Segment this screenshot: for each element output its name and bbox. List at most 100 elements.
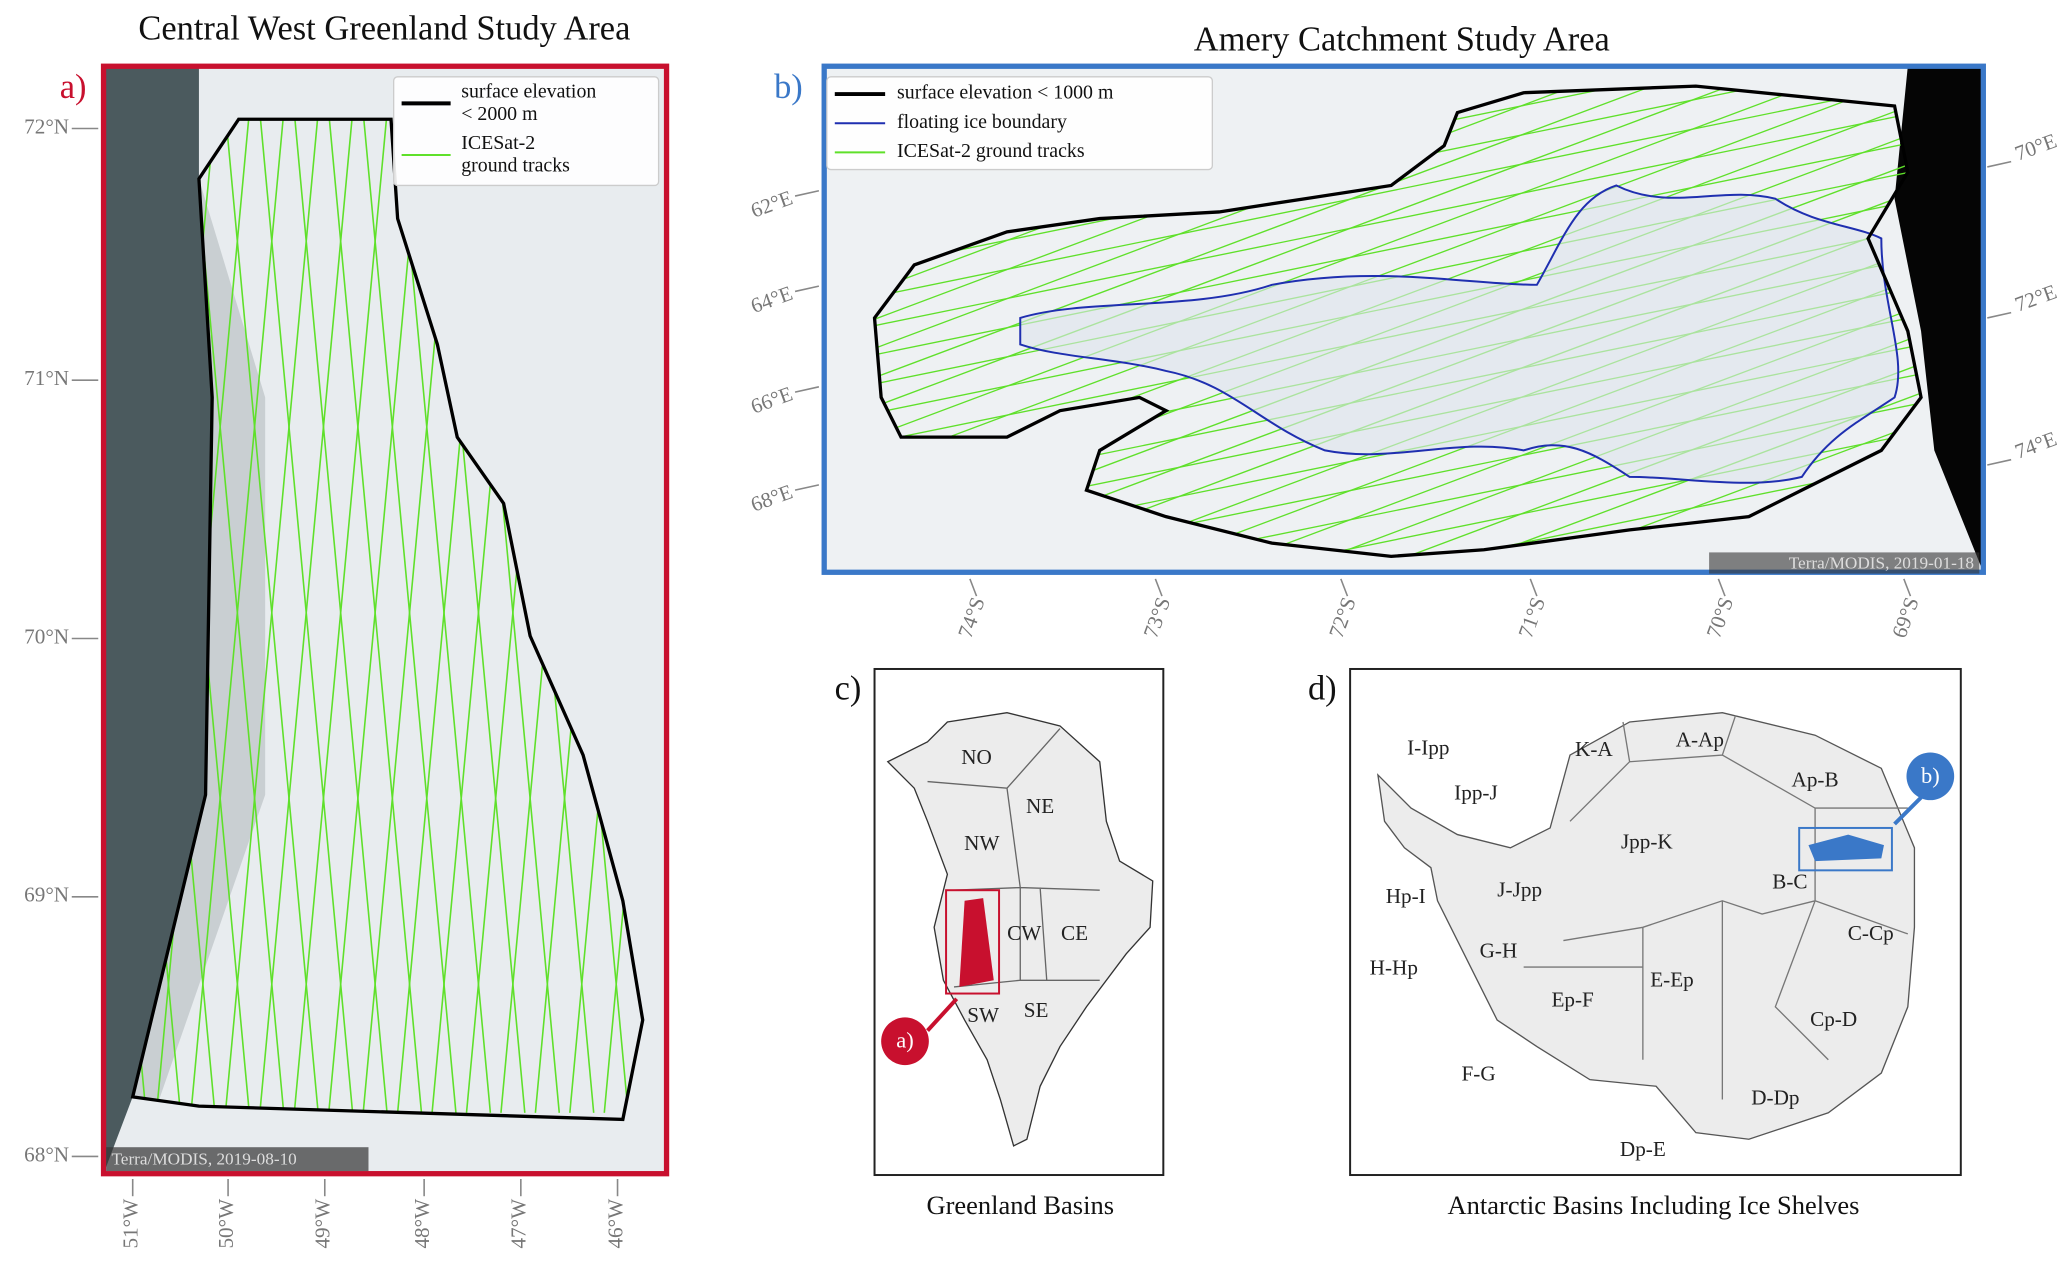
track	[874, 155, 1922, 396]
basin-label: Jpp-K	[1621, 830, 1673, 854]
lon-label: 68°E	[748, 480, 796, 517]
basin-label: F-G	[1462, 1062, 1496, 1086]
lat-label: 68°N	[24, 1142, 69, 1166]
tick-arrow	[1987, 458, 2012, 466]
legend	[826, 76, 1213, 171]
track	[603, 119, 643, 1113]
basin-label: D-Dp	[1751, 1085, 1799, 1109]
track	[874, 97, 1922, 338]
basin-label: Ep-F	[1551, 987, 1594, 1011]
labels: 72°N 71°N 70°N 69°N 68°N 51°W 50°W 49°W 48°W 47°W…	[24, 114, 2060, 1248]
tick-arrow	[1154, 578, 1163, 597]
floating-ice-boundary	[1019, 184, 1900, 484]
coast-ice	[132, 178, 266, 1100]
lat-label: 72°S	[1324, 594, 1361, 641]
panel-title: Antarctic Basins Including Ice Shelves	[1448, 1190, 1860, 1220]
legend	[393, 76, 660, 187]
credit: Terra/MODIS, 2019-08-10	[111, 1149, 296, 1168]
track	[874, 447, 1922, 557]
tick-arrow	[969, 578, 978, 597]
track	[224, 119, 319, 1113]
basin-label: SW	[967, 1003, 999, 1027]
basin-boundaries	[927, 728, 1100, 988]
tick-arrow	[1529, 578, 1538, 597]
track	[293, 119, 388, 1113]
panel-letter: a)	[60, 68, 87, 106]
basin-label: J-Jpp	[1497, 877, 1542, 901]
basin-label: E-Ep	[1650, 967, 1694, 991]
lon-label: 72°E	[2012, 279, 2060, 316]
basin-label: Hp-I	[1386, 884, 1426, 908]
basin-label: NE	[1026, 794, 1054, 818]
callout-label: b)	[1921, 763, 1940, 788]
basin-label: H-Hp	[1370, 956, 1418, 980]
track	[874, 86, 1922, 399]
lon-label: 64°E	[748, 281, 796, 318]
track	[874, 86, 1922, 428]
callout-badge	[881, 1017, 929, 1066]
panel-frame	[100, 63, 670, 1177]
tick-arrow	[794, 386, 820, 393]
track	[259, 119, 354, 1113]
legend-text: < 2000 m	[461, 103, 538, 125]
callout-badge	[1906, 752, 1955, 801]
lon-label: 48°W	[410, 1199, 434, 1249]
lon-label: 46°W	[603, 1199, 627, 1249]
ocean-imagery	[1894, 66, 1984, 573]
track	[822, 0, 1988, 16]
tick-arrow	[1987, 160, 2012, 168]
credit: Terra/MODIS, 2019-01-18	[1789, 553, 1974, 572]
lon-label: 74°E	[2012, 427, 2060, 464]
lon-label: 51°W	[119, 1199, 143, 1249]
tick-arrow	[1340, 578, 1349, 597]
basin-label: Cp-D	[1810, 1007, 1857, 1031]
basin-label: I-Ipp	[1407, 736, 1449, 760]
basin-label: NW	[964, 831, 999, 855]
basin-boundaries	[1523, 715, 1909, 1100]
lon-label: 50°W	[214, 1199, 238, 1249]
coast-imagery	[103, 66, 213, 1174]
track	[874, 86, 1922, 486]
lat-label: 70°S	[1702, 594, 1739, 641]
elevation-outline	[130, 117, 645, 1122]
track	[673, 113, 766, 1113]
legend-text: ICESat-2 ground tracks	[897, 140, 1085, 162]
track	[874, 126, 1922, 367]
panel-title: Amery Catchment Study Area	[1194, 20, 1610, 58]
basin-label: Ap-B	[1792, 767, 1839, 791]
lat-label: 70°N	[24, 624, 69, 648]
legend-text: ground tracks	[461, 154, 570, 176]
callout-arrow	[1893, 796, 1923, 826]
basin-label: SE	[1024, 998, 1049, 1022]
legend-text: ICESat-2	[461, 132, 535, 154]
tick-arrow	[1903, 578, 1912, 597]
basin-label: Ipp-J	[1454, 781, 1498, 805]
callout-label: a)	[896, 1028, 914, 1053]
tick-arrow	[794, 285, 820, 293]
credit-bg	[1709, 552, 1980, 574]
basin-label: A-Ap	[1676, 728, 1724, 752]
study-area	[1808, 834, 1884, 862]
legend-text: surface elevation < 1000 m	[897, 82, 1114, 104]
tick-arrow	[794, 484, 820, 491]
basin-label: CE	[1061, 921, 1088, 945]
lon-label: 66°E	[748, 381, 796, 418]
lon-label: 62°E	[748, 185, 796, 222]
basin-label: C-Cp	[1848, 921, 1894, 945]
panel-frame	[821, 63, 1986, 575]
study-box	[1798, 826, 1893, 872]
lat-label: 74°S	[953, 594, 990, 641]
legend-text: floating ice boundary	[897, 111, 1067, 133]
panel-letter: b)	[774, 68, 803, 106]
basin-label: CW	[1007, 921, 1041, 945]
panel-letter: c)	[835, 669, 862, 707]
basin-label: NO	[961, 745, 992, 769]
lon-label: 49°W	[311, 1199, 335, 1249]
track	[673, 113, 766, 1113]
track	[362, 119, 457, 1113]
study-box	[945, 889, 1001, 995]
track	[396, 119, 492, 1113]
panel-title: Greenland Basins	[926, 1190, 1114, 1220]
lat-label: 73°S	[1139, 594, 1176, 641]
